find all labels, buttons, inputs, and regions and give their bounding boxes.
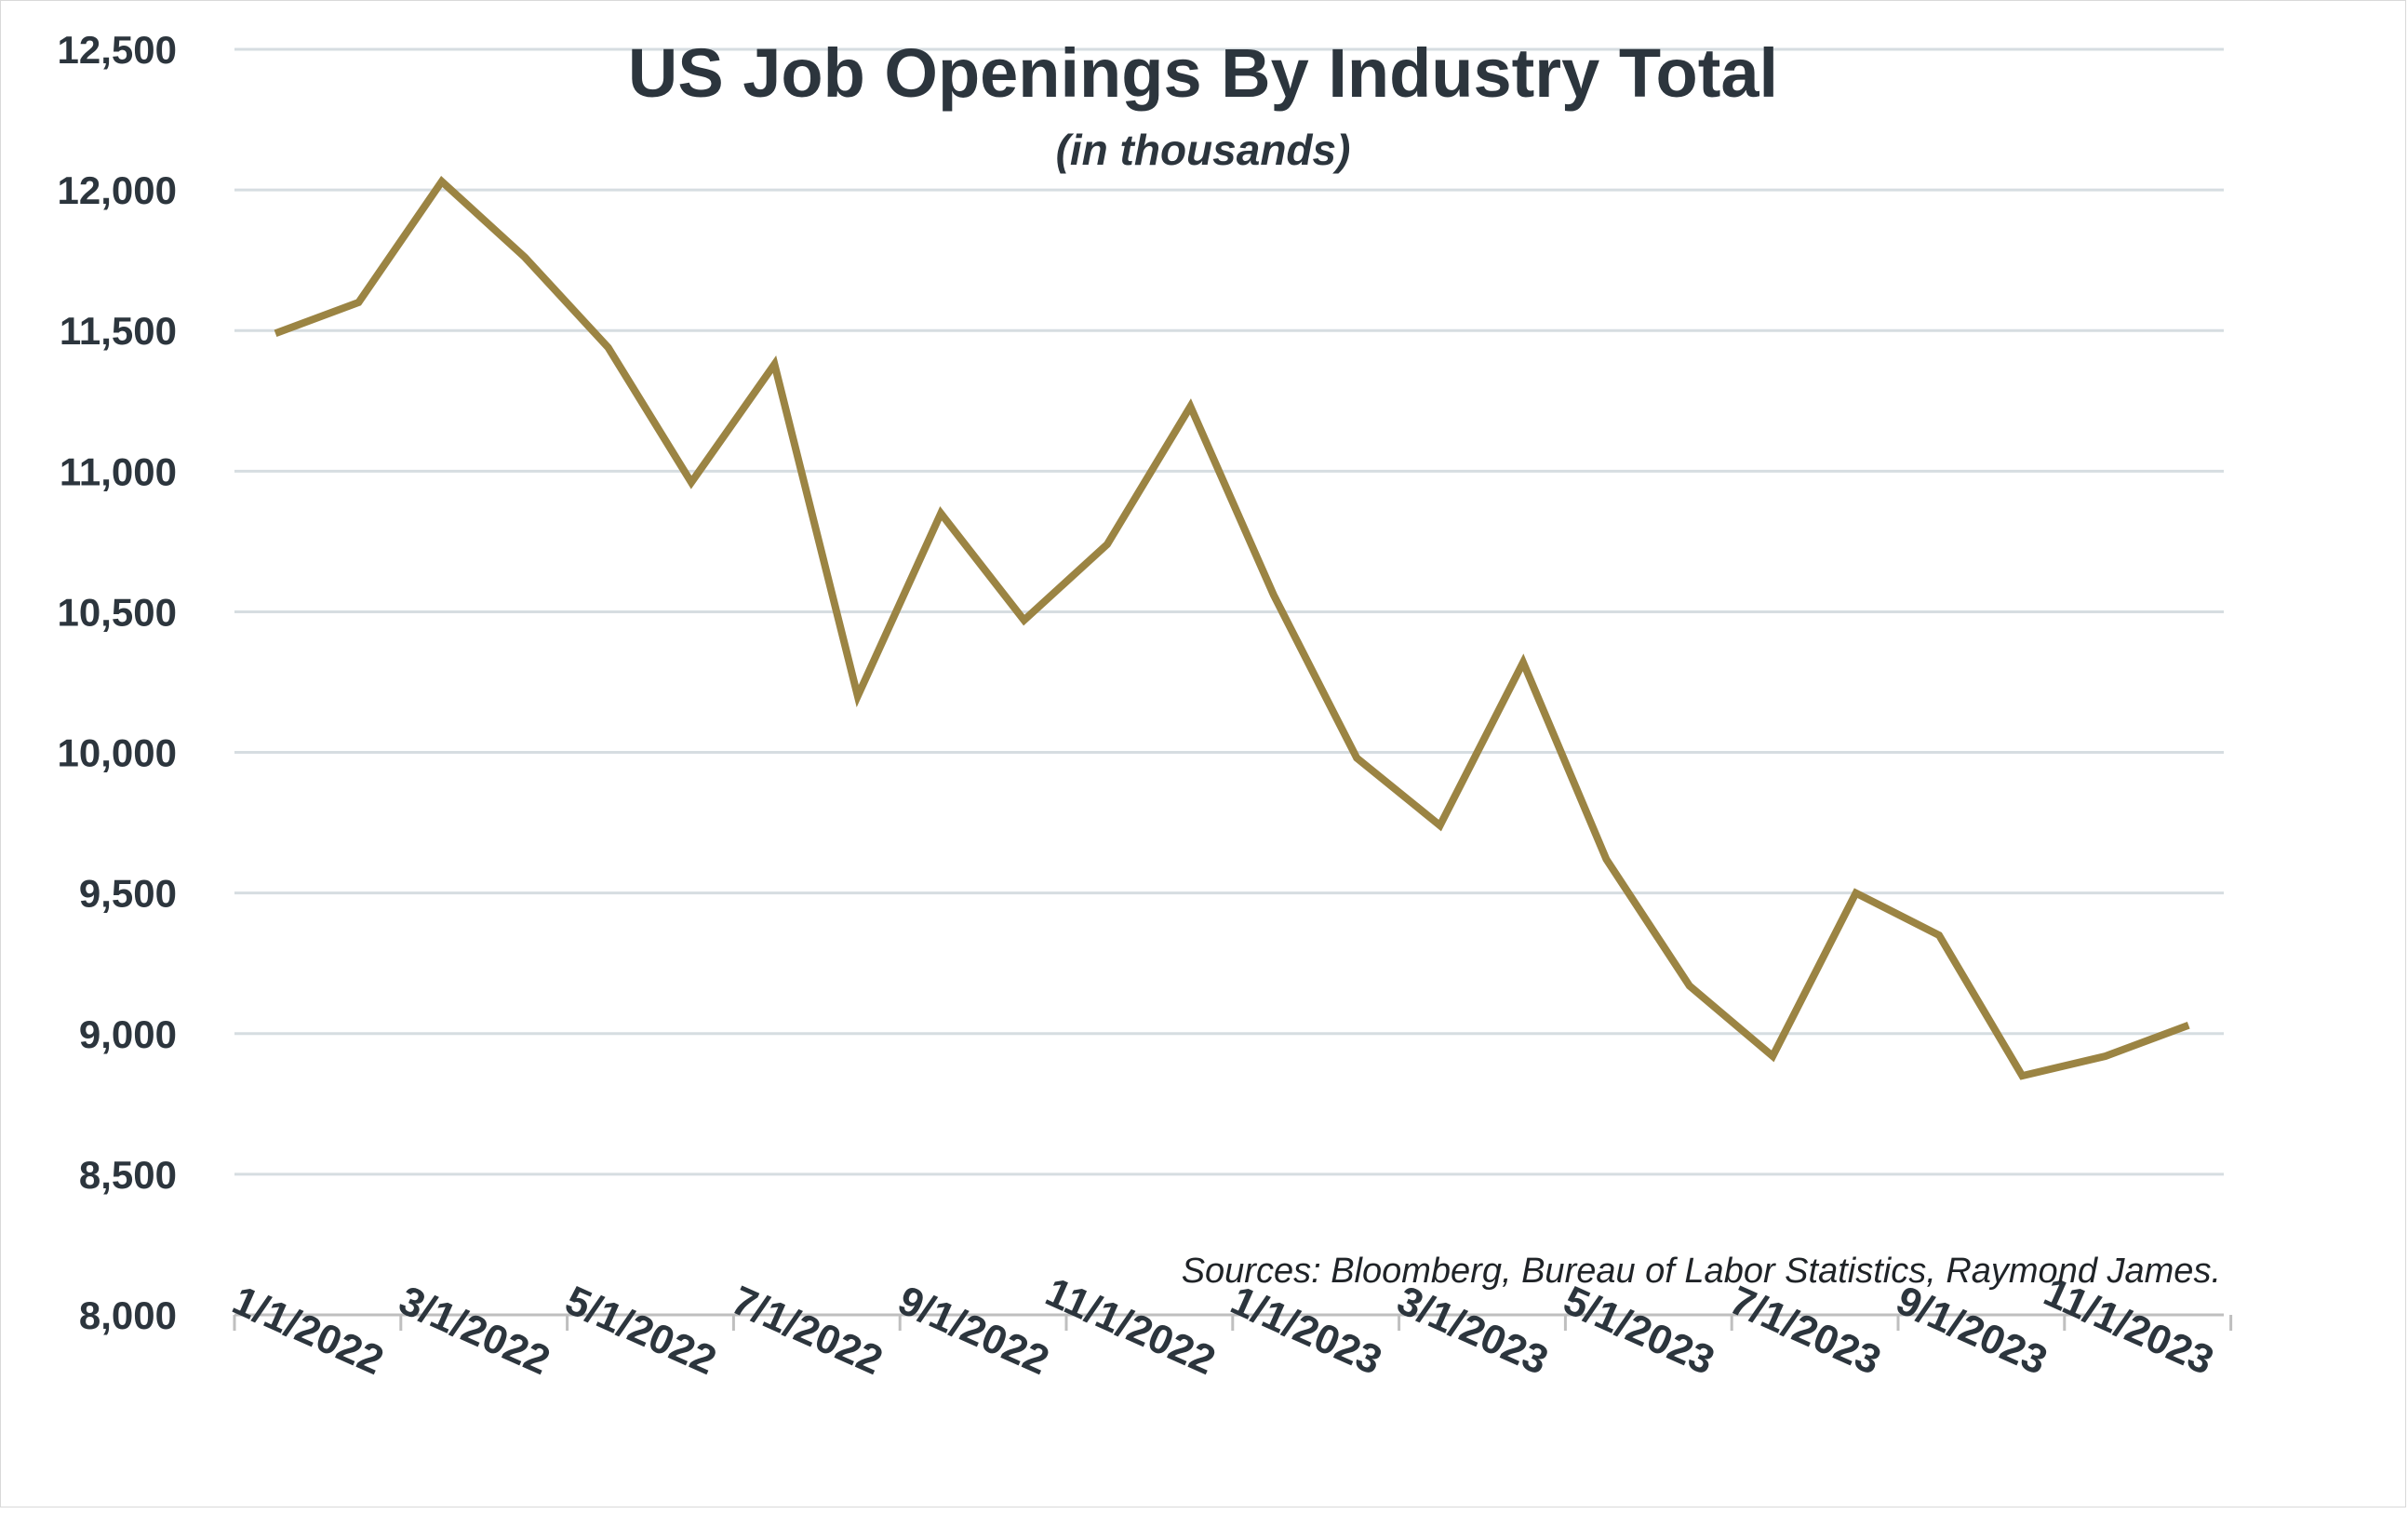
y-tick-label: 12,500	[58, 28, 177, 72]
y-tick-label: 11,000	[60, 449, 177, 493]
series-line-job-openings	[274, 175, 2190, 1080]
y-tick-label: 8,500	[79, 1153, 177, 1197]
x-tick-label: 7/1/2022	[725, 1278, 889, 1384]
y-tick-label: 11,500	[60, 309, 177, 353]
y-axis-tick-labels: 8,000 8,500 9,000 9,500 10,000 10,500 11,000 11…	[58, 28, 177, 1337]
x-tick-label: 9/1/2023	[1890, 1278, 2053, 1384]
x-tick-label: 5/1/2022	[558, 1278, 722, 1384]
x-axis	[233, 1313, 2233, 1331]
x-tick-label: 1/1/2023	[1224, 1278, 1388, 1384]
x-tick-label: 3/1/2022	[393, 1278, 556, 1384]
x-tick-label: 7/1/2023	[1723, 1278, 1887, 1384]
gridlines	[234, 47, 2224, 1176]
y-tick-label: 10,000	[58, 731, 177, 775]
y-tick-label: 12,000	[58, 168, 177, 212]
y-tick-label: 9,000	[79, 1012, 177, 1056]
y-tick-label: 8,000	[79, 1293, 177, 1337]
x-tick-label: 5/1/2023	[1557, 1278, 1720, 1384]
y-tick-label: 9,500	[79, 872, 177, 916]
source-note: Sources: Bloomberg, Bureau of Labor Stat…	[1182, 1252, 2221, 1291]
y-tick-label: 10,500	[58, 590, 177, 634]
x-tick-label: 3/1/2023	[1390, 1278, 1554, 1384]
series-layer	[274, 175, 2190, 1080]
chart-subtitle: (in thousands)	[1056, 126, 1351, 174]
x-tick-label: 9/1/2022	[891, 1278, 1055, 1384]
x-tick-label: 1/1/2022	[226, 1278, 390, 1384]
chart-title: US Job Openings By Industry Total	[628, 34, 1778, 112]
